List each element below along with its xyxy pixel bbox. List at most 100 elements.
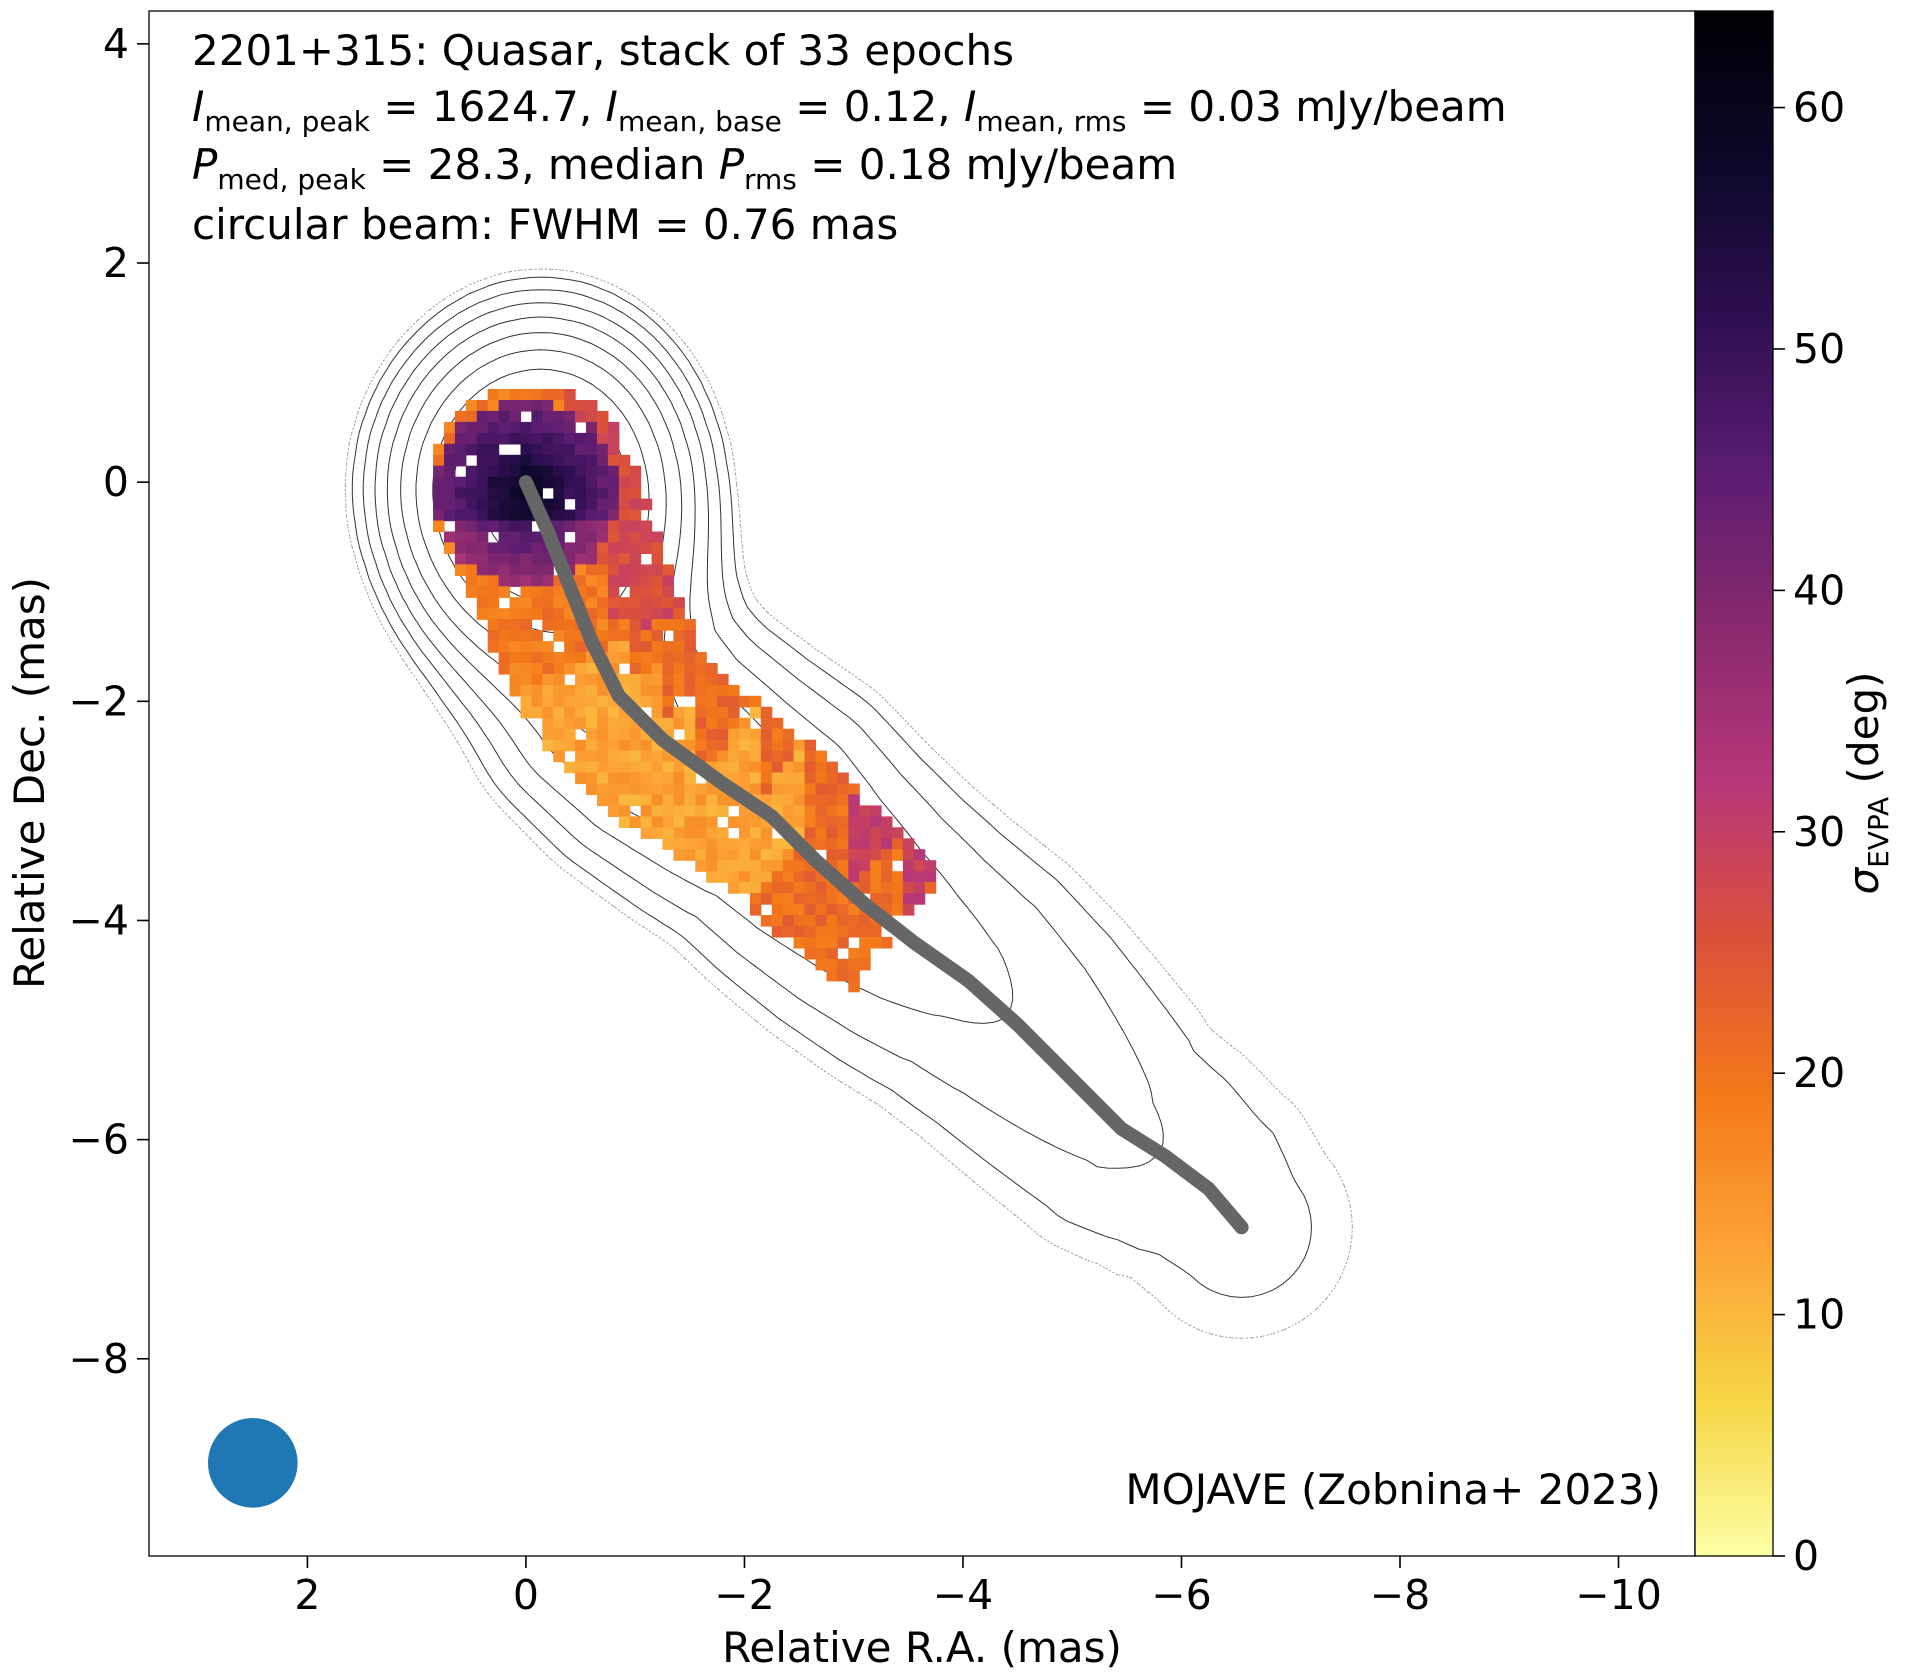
evpa-pixel <box>815 936 827 949</box>
evpa-pixel <box>618 619 631 631</box>
evpa-pixel <box>542 389 554 401</box>
evpa-pixel <box>771 805 784 817</box>
evpa-pixel <box>892 849 904 861</box>
evpa-pixel <box>509 673 522 686</box>
evpa-pixel <box>749 849 762 861</box>
evpa-pixel <box>673 717 685 730</box>
evpa-pixel <box>662 695 674 708</box>
evpa-pixel <box>684 827 696 839</box>
evpa-pixel <box>760 838 773 850</box>
stat-value: = 0.18 mJy/beam <box>797 140 1177 189</box>
evpa-pixel <box>597 684 609 697</box>
evpa-pixel <box>640 739 653 752</box>
evpa-pixel <box>487 586 500 598</box>
evpa-pixel <box>586 673 598 686</box>
evpa-pixel <box>913 893 926 905</box>
evpa-pixel <box>902 893 915 905</box>
evpa-pixel <box>476 542 489 554</box>
evpa-pixel <box>575 553 587 565</box>
evpa-pixel <box>717 871 729 883</box>
evpa-pixel <box>804 893 816 905</box>
evpa-pixel <box>454 476 467 489</box>
evpa-pixel <box>771 838 784 850</box>
evpa-pixel <box>695 717 707 730</box>
evpa-pixel <box>531 695 543 708</box>
evpa-pixel <box>607 597 620 609</box>
evpa-pixel <box>553 575 565 587</box>
evpa-pixel <box>476 487 489 500</box>
evpa-pixel <box>465 553 478 565</box>
evpa-pixel <box>553 421 565 434</box>
evpa-pixel <box>553 454 565 467</box>
evpa-pixel <box>837 969 849 982</box>
evpa-pixel <box>782 882 795 894</box>
evpa-pixel <box>618 783 631 796</box>
evpa-pixel <box>771 728 784 741</box>
evpa-pixel <box>607 739 620 752</box>
evpa-pixel <box>804 925 816 938</box>
evpa-pixel <box>520 641 532 653</box>
evpa-pixel <box>498 454 511 467</box>
evpa-pixel <box>597 706 609 719</box>
evpa-pixel <box>749 860 762 872</box>
evpa-pixel <box>651 663 664 675</box>
evpa-pixel <box>520 706 532 719</box>
beam-circle <box>207 1418 298 1508</box>
evpa-pixel <box>520 400 532 412</box>
evpa-pixel <box>564 476 576 489</box>
evpa-pixel <box>673 619 685 631</box>
evpa-pixel <box>629 597 642 609</box>
evpa-pixel <box>607 575 620 587</box>
evpa-pixel <box>749 750 762 763</box>
evpa-pixel <box>826 925 838 938</box>
evpa-pixel <box>487 400 500 412</box>
evpa-pixel <box>782 728 795 741</box>
evpa-pixel <box>553 520 565 533</box>
evpa-pixel <box>728 816 740 828</box>
chart-title: 2201+315: Quasar, stack of 33 epochs <box>192 26 1014 75</box>
evpa-pixel <box>564 663 576 675</box>
evpa-pixel <box>629 619 642 631</box>
evpa-pixel <box>826 827 838 839</box>
evpa-pixel <box>597 783 609 796</box>
evpa-pixel <box>618 728 631 741</box>
evpa-pixel <box>465 487 478 500</box>
evpa-pixel <box>793 904 806 916</box>
evpa-pixel <box>837 794 849 807</box>
evpa-pixel <box>749 882 762 894</box>
evpa-pixel <box>476 575 489 587</box>
evpa-pixel <box>607 476 620 489</box>
evpa-pixel <box>793 761 806 774</box>
evpa-pixel <box>586 575 598 587</box>
evpa-pixel <box>520 432 532 445</box>
evpa-pixel <box>498 389 511 401</box>
evpa-pixel <box>575 410 587 423</box>
evpa-pixel <box>465 531 478 544</box>
evpa-pixel <box>881 936 893 949</box>
evpa-pixel <box>542 575 554 587</box>
evpa-pixel <box>618 706 631 719</box>
evpa-pixel <box>553 608 565 620</box>
evpa-pixel <box>575 575 587 587</box>
evpa-pixel <box>662 652 674 664</box>
evpa-pixel <box>575 739 587 752</box>
evpa-pixel <box>553 630 565 642</box>
evpa-pixel <box>848 969 860 982</box>
evpa-pixel <box>498 531 511 544</box>
colorbar-tick-label: 30 <box>1793 808 1845 856</box>
evpa-pixel <box>815 882 827 894</box>
evpa-pixel <box>640 564 653 576</box>
evpa-pixel <box>607 465 620 478</box>
evpa-pixel <box>706 728 718 741</box>
evpa-pixel <box>465 410 478 423</box>
evpa-pixel <box>564 454 576 467</box>
evpa-pixel <box>837 936 849 949</box>
evpa-pixel <box>695 684 707 697</box>
evpa-pixel <box>837 893 849 905</box>
evpa-pixel <box>542 421 554 434</box>
evpa-pixel <box>826 794 838 807</box>
evpa-pixel <box>597 498 609 511</box>
evpa-pixel <box>793 893 806 905</box>
evpa-pixel <box>837 925 849 938</box>
beam-info: circular beam: FWHM = 0.76 mas <box>192 200 898 249</box>
